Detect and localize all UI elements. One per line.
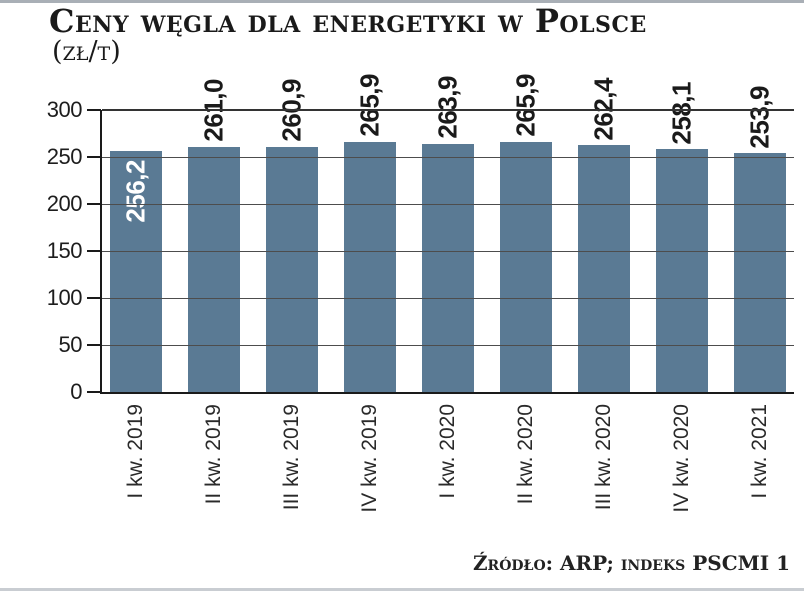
bar-slot-IV kw. 2020: 258,1 IV kw. 2020 bbox=[656, 82, 708, 513]
gridline-250 bbox=[102, 156, 794, 158]
bar-slot-III kw. 2019: 260,9III kw. 2019 bbox=[266, 79, 318, 510]
value-label-I kw. 2019: 256,2 bbox=[120, 160, 151, 223]
plot-area: 256,2 I kw. 2019 261,0II kw. 2019 260,9III … bbox=[47, 74, 794, 513]
y-tick-100 bbox=[87, 297, 101, 299]
bar-I kw. 2021 bbox=[734, 153, 786, 392]
y-tick-label-300: 300 bbox=[46, 97, 83, 122]
bar-slot-III kw. 2020: 262,4III kw. 2020 bbox=[578, 78, 630, 510]
x-axis-label-III kw. 2020: III kw. 2020 bbox=[592, 404, 615, 511]
source-caption: Źródło: ARP; indeks PSCMI 1 bbox=[472, 551, 790, 575]
bar-II kw. 2019 bbox=[188, 146, 240, 392]
gridline-100 bbox=[102, 297, 794, 299]
gridline-150 bbox=[102, 250, 794, 252]
y-tick-label-100: 100 bbox=[46, 285, 83, 310]
y-tick-150 bbox=[87, 250, 101, 252]
x-axis-label-IV kw. 2019: IV kw. 2019 bbox=[358, 404, 381, 513]
top-border-line bbox=[0, 0, 804, 3]
bar-slot-II kw. 2019: 261,0II kw. 2019 bbox=[188, 79, 240, 504]
bar-IV kw. 2020 bbox=[656, 149, 708, 392]
value-label-II kw. 2020: 265,9 bbox=[510, 74, 541, 138]
x-axis-label-I kw. 2020: I kw. 2020 bbox=[436, 404, 459, 499]
value-label-I kw. 2020: 263,9 bbox=[432, 76, 463, 139]
x-axis-label-I kw. 2021: I kw. 2021 bbox=[748, 404, 771, 499]
bar-II kw. 2020 bbox=[500, 142, 552, 392]
bottom-border-line bbox=[0, 588, 804, 591]
bar-slot-I kw. 2021: 253,9 I kw. 2021 bbox=[734, 86, 786, 499]
unit-label: (zł/t) bbox=[52, 36, 121, 67]
y-tick-label-200: 200 bbox=[46, 191, 83, 216]
gridline-300 bbox=[102, 109, 794, 111]
value-label-I kw. 2021: 253,9 bbox=[744, 85, 775, 149]
value-label-IV kw. 2020: 258,1 bbox=[666, 81, 697, 145]
bar-III kw. 2019 bbox=[266, 146, 318, 392]
gridline-50 bbox=[102, 344, 794, 346]
y-tick-300 bbox=[87, 109, 101, 111]
value-label-IV kw. 2019: 265,9 bbox=[354, 74, 385, 138]
y-tick-200 bbox=[87, 203, 101, 205]
y-tick-label-150: 150 bbox=[46, 238, 83, 263]
bar-slot-II kw. 2020: 265,9 II kw. 2020 bbox=[500, 74, 552, 504]
x-axis-label-I kw. 2019: I kw. 2019 bbox=[124, 404, 147, 499]
y-tick-label-0: 0 bbox=[70, 379, 82, 404]
x-axis-label-II kw. 2019: II kw. 2019 bbox=[202, 404, 225, 505]
bar-IV kw. 2019 bbox=[344, 142, 396, 392]
bars: 256,2 I kw. 2019 261,0II kw. 2019 260,9III … bbox=[102, 74, 794, 513]
y-tick-label-250: 250 bbox=[46, 144, 83, 169]
bar-slot-IV kw. 2019: 265,9 IV kw. 2019 bbox=[344, 74, 396, 513]
bar-I kw. 2020 bbox=[422, 143, 474, 392]
bar-slot-I kw. 2020: 263,9 I kw. 2020 bbox=[422, 76, 474, 499]
y-tick-label-50: 50 bbox=[58, 332, 83, 357]
x-axis-label-IV kw. 2020: IV kw. 2020 bbox=[670, 404, 693, 513]
chart-title: Ceny węgla dla energetyki w Polsce bbox=[49, 2, 647, 40]
bar-slot-I kw. 2019: 256,2 I kw. 2019 bbox=[110, 110, 162, 499]
gridline-200 bbox=[102, 203, 794, 205]
y-tick-0 bbox=[87, 391, 101, 393]
y-tick-50 bbox=[87, 344, 101, 346]
bar-I kw. 2019 bbox=[110, 151, 162, 392]
bar-III kw. 2020 bbox=[578, 145, 630, 392]
y-tick-250 bbox=[87, 156, 101, 158]
x-axis-label-II kw. 2020: II kw. 2020 bbox=[514, 404, 537, 505]
x-axis-label-III kw. 2019: III kw. 2019 bbox=[280, 404, 303, 511]
